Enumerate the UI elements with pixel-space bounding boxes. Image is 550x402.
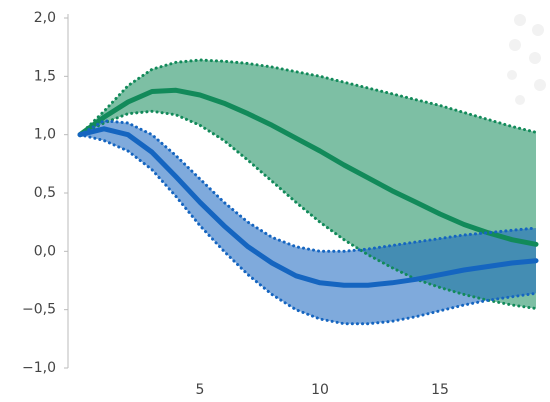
y-tick-label: 1,0: [34, 127, 56, 143]
y-tick-label: 0,5: [34, 185, 56, 201]
band-edge: [78, 119, 538, 253]
band-edge: [78, 133, 538, 326]
y-tick-label: −1,0: [22, 360, 56, 376]
band: [80, 120, 536, 324]
band-edge: [78, 109, 538, 310]
x-tick-label: 5: [196, 382, 205, 398]
x-tick-label: 15: [431, 382, 449, 398]
line: [77, 87, 539, 247]
y-tick-label: 1,5: [34, 68, 56, 84]
line: [77, 126, 539, 288]
x-tick-label: 10: [311, 382, 329, 398]
decoration: [507, 14, 546, 105]
y-tick-label: 2,0: [34, 10, 56, 26]
y-tick-label: −0,5: [22, 302, 56, 318]
band-edge: [78, 58, 538, 137]
y-tick-label: 0,0: [34, 243, 56, 259]
